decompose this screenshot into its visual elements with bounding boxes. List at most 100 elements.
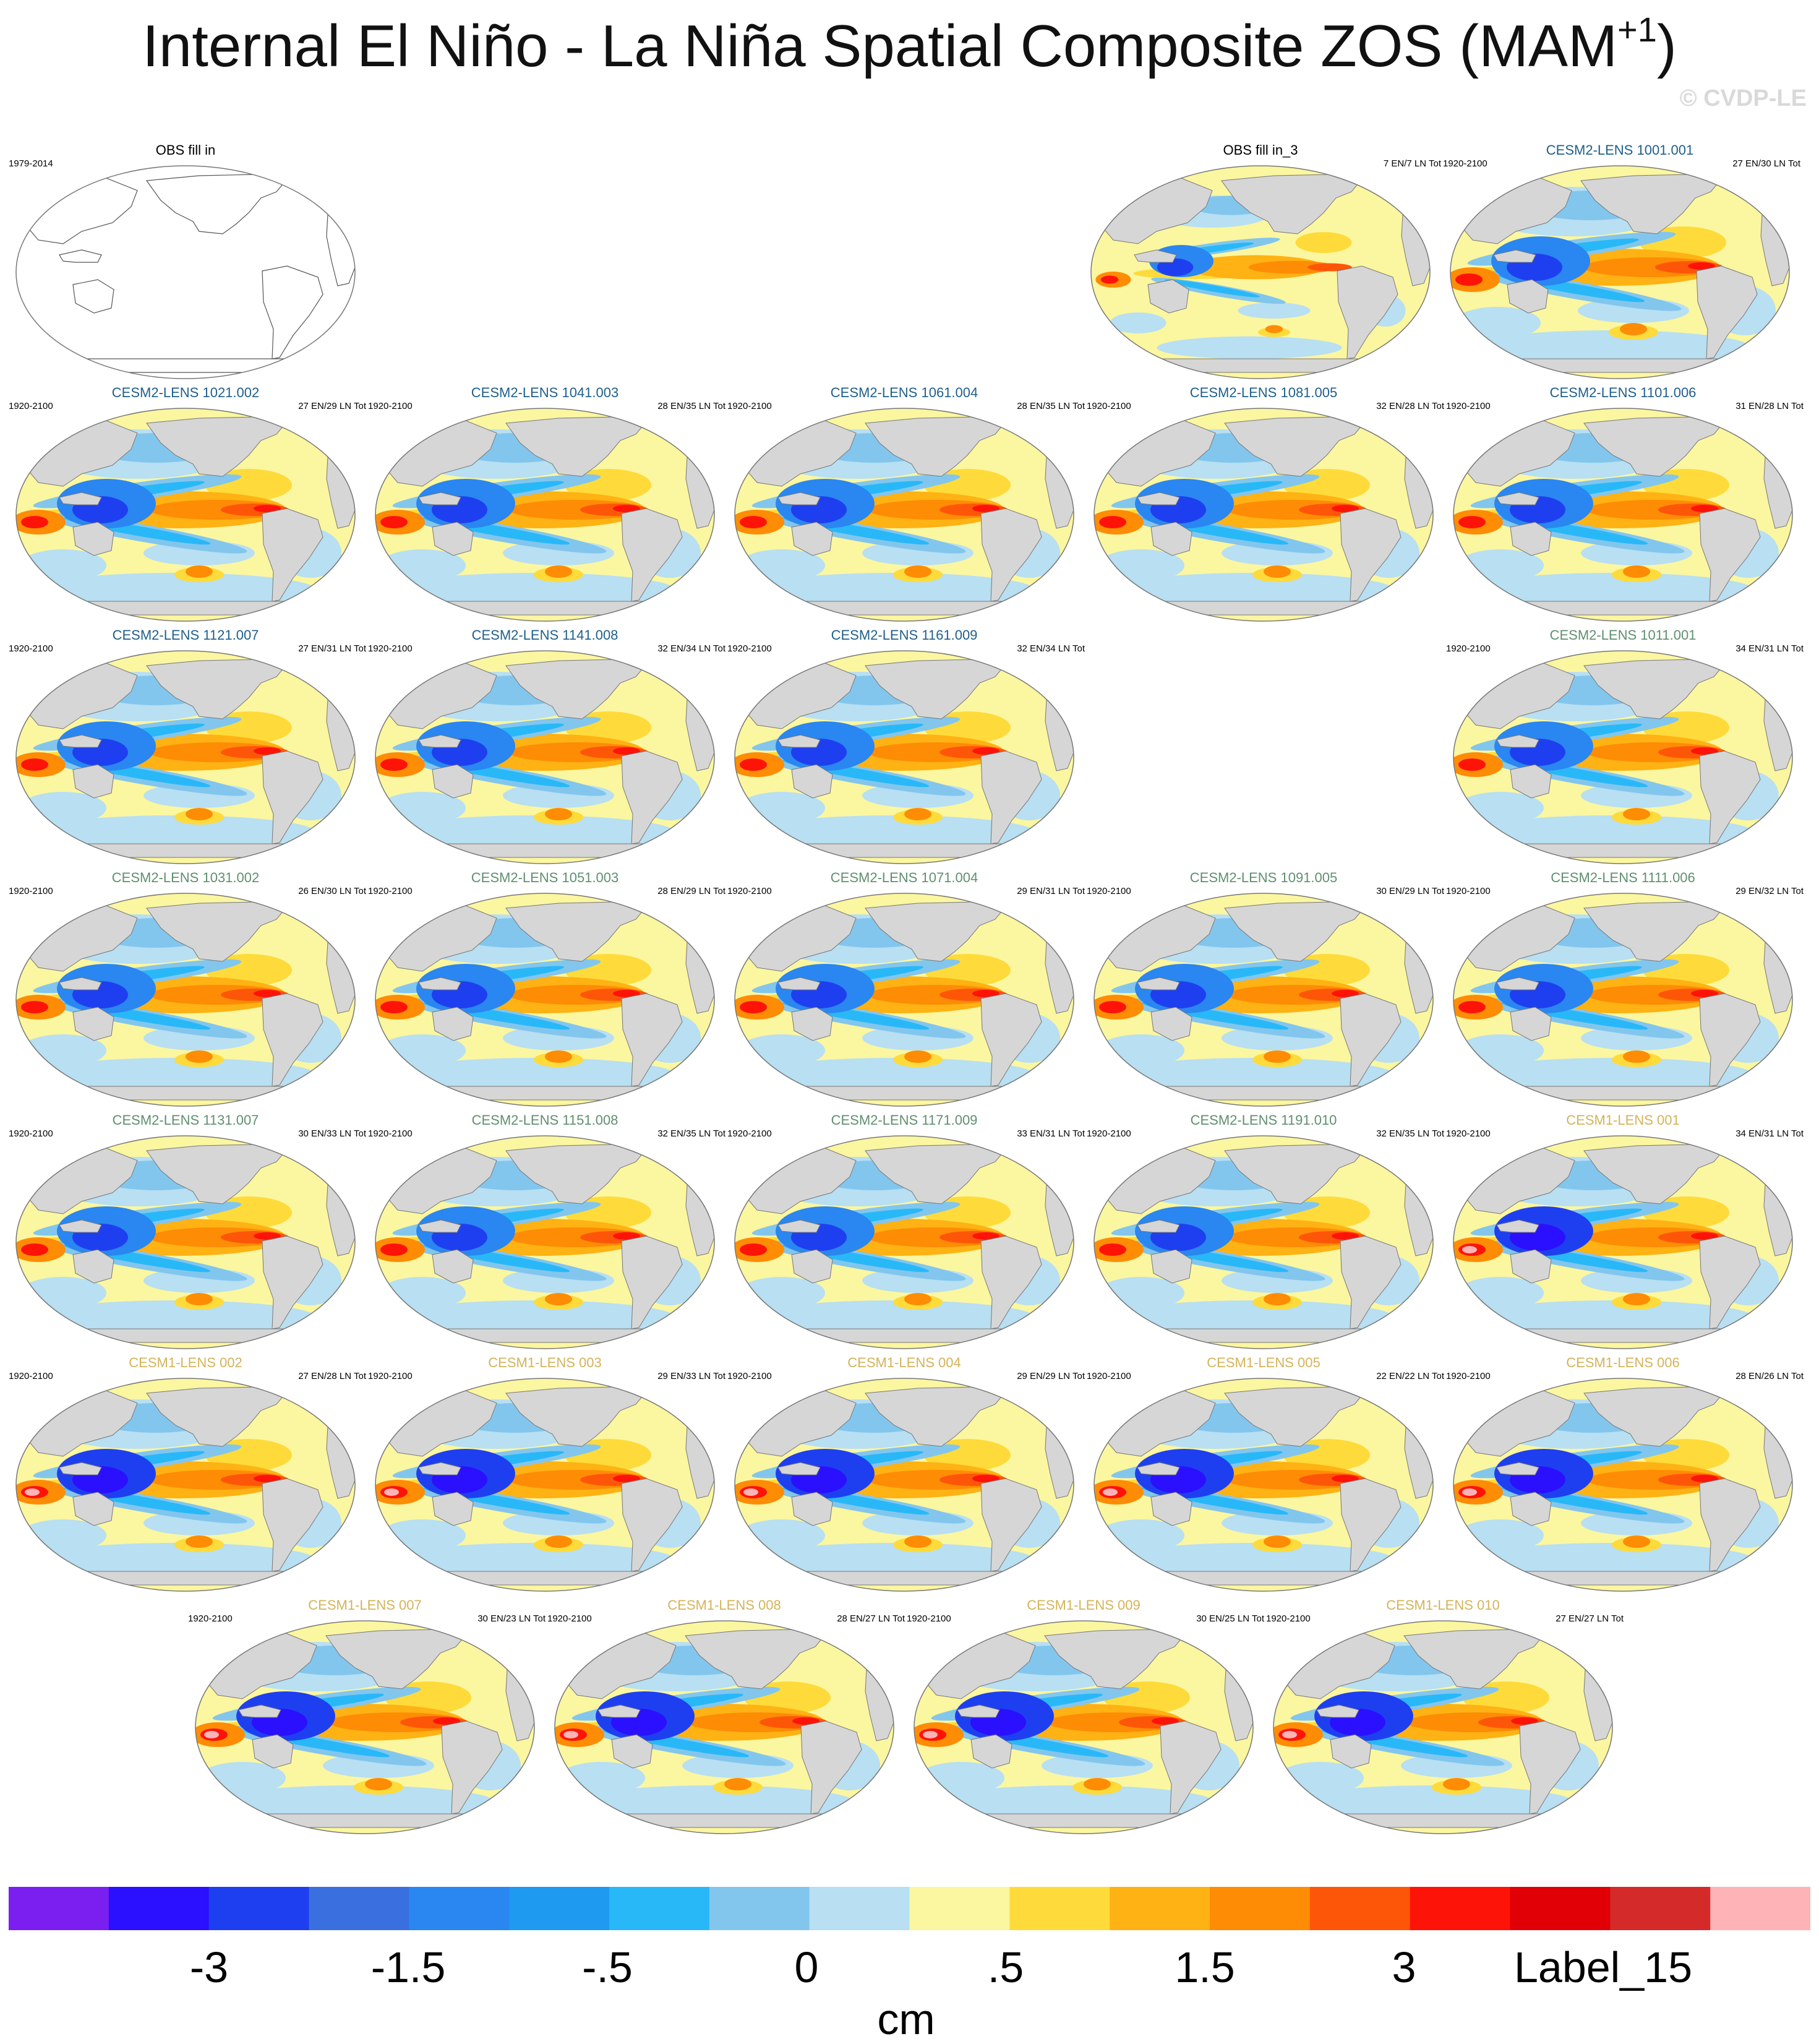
panel-title: CESM2-LENS 1011.001 [1549, 627, 1697, 643]
watermark: © CVDP-LE [1679, 85, 1807, 111]
panel-title: OBS fill in_3 [1223, 142, 1298, 158]
panel-period: 1920-2100 [1443, 158, 1487, 169]
panel-event-count: 32 EN/28 LN Tot [1376, 401, 1444, 411]
panel-event-count: 31 EN/28 LN Tot [1736, 401, 1804, 411]
panel-period: 1920-2100 [368, 401, 413, 411]
map-panel: CESM2-LENS 1071.004 1920-2100 29 EN/31 LN … [724, 870, 1085, 1114]
panel-event-count: 28 EN/26 LN Tot [1736, 1371, 1804, 1381]
panel-period: 1920-2100 [1087, 886, 1131, 896]
map-panel: CESM1-LENS 004 1920-2100 29 EN/29 LN Tot [724, 1355, 1085, 1599]
panel-period: 1920-2100 [1087, 1128, 1131, 1139]
colorbar-swatch [1009, 1887, 1110, 1930]
panel-event-count: 29 EN/32 LN Tot [1736, 886, 1804, 896]
map-plot [375, 893, 715, 1107]
panel-title: CESM2-LENS 1151.008 [471, 1112, 618, 1128]
map-panel: CESM1-LENS 003 1920-2100 29 EN/33 LN Tot [364, 1355, 725, 1599]
map-panel: CESM2-LENS 1081.005 1920-2100 32 EN/28 LN … [1083, 385, 1444, 629]
panel-event-count: 28 EN/35 LN Tot [657, 401, 725, 411]
panel-event-count: 32 EN/34 LN Tot [1017, 643, 1085, 654]
panel-title: CESM1-LENS 005 [1207, 1355, 1320, 1370]
panel-title: CESM2-LENS 1071.004 [830, 870, 978, 885]
panel-period: 1920-2100 [727, 401, 772, 411]
map-plot [734, 893, 1074, 1107]
colorbar-swatch [1710, 1887, 1810, 1930]
panel-event-count: 29 EN/33 LN Tot [657, 1371, 725, 1381]
map-plot [1094, 408, 1434, 622]
colorbar-swatch [909, 1887, 1010, 1930]
map-plot [734, 650, 1074, 864]
map-plot [734, 1378, 1074, 1592]
panel-period: 1920-2100 [1446, 1128, 1491, 1139]
colorbar-swatch [1510, 1887, 1611, 1930]
map-panel: CESM1-LENS 009 1920-2100 30 EN/25 LN Tot [903, 1597, 1264, 1842]
map-plot [375, 1378, 715, 1592]
map-plot [554, 1620, 894, 1834]
panel-title: CESM2-LENS 1001.001 [1546, 142, 1694, 158]
panel-title: CESM1-LENS 002 [129, 1355, 242, 1370]
panel-period: 1920-2100 [1446, 1371, 1491, 1381]
panel-event-count: 29 EN/31 LN Tot [1017, 886, 1085, 896]
map-plot [1453, 650, 1793, 864]
panel-period: 1920-2100 [727, 1128, 772, 1139]
panel-period: 1920-2100 [9, 1128, 53, 1139]
panel-title: CESM2-LENS 1061.004 [830, 385, 978, 400]
map-panel: CESM2-LENS 1161.009 1920-2100 32 EN/34 LN … [724, 627, 1085, 872]
colorbar-swatch [1110, 1887, 1210, 1930]
panel-title: CESM1-LENS 008 [667, 1597, 781, 1613]
panel-title: CESM1-LENS 003 [488, 1355, 602, 1370]
panel-title: CESM2-LENS 1131.007 [112, 1112, 259, 1128]
panel-title: CESM1-LENS 009 [1027, 1597, 1141, 1613]
map-plot [375, 408, 715, 622]
colorbar-tick-label: 1.5 [1175, 1943, 1235, 1991]
panel-period: 1920-2100 [368, 1128, 413, 1139]
map-panel: CESM2-LENS 1191.010 1920-2100 32 EN/35 LN … [1083, 1112, 1444, 1357]
panel-event-count: 32 EN/35 LN Tot [657, 1128, 725, 1139]
colorbar-tick-label: -.5 [582, 1943, 633, 1991]
map-panel: CESM2-LENS 1001.001 1920-2100 27 EN/30 LN … [1439, 142, 1800, 387]
map-plot [195, 1620, 535, 1834]
panel-title: CESM2-LENS 1121.007 [112, 627, 259, 643]
map-panel: CESM2-LENS 1151.008 1920-2100 32 EN/35 LN … [364, 1112, 725, 1357]
map-panel: CESM1-LENS 002 1920-2100 27 EN/28 LN Tot [5, 1355, 366, 1599]
map-plot [1273, 1620, 1613, 1834]
colorbar-units: cm [877, 1995, 935, 2043]
map-plot [1094, 1135, 1434, 1349]
panel-title: CESM2-LENS 1051.003 [471, 870, 619, 885]
colorbar-swatch [309, 1887, 409, 1930]
panel-title: CESM2-LENS 1041.003 [471, 385, 619, 400]
panel-title: CESM1-LENS 001 [1566, 1112, 1680, 1128]
panel-event-count: 27 EN/27 LN Tot [1556, 1613, 1624, 1624]
panel-event-count: 27 EN/31 LN Tot [298, 643, 366, 654]
panel-title: CESM2-LENS 1091.005 [1189, 870, 1338, 885]
map-panel: CESM2-LENS 1011.001 1920-2100 34 EN/31 LN … [1442, 627, 1804, 872]
panel-event-count: 34 EN/31 LN Tot [1736, 1128, 1804, 1139]
colorbar-swatch [1610, 1887, 1711, 1930]
map-plot [15, 1135, 356, 1349]
panel-period: 1920-2100 [9, 643, 53, 654]
colorbar-tick-label: -3 [189, 1943, 229, 1991]
panel-title: CESM2-LENS 1021.002 [111, 385, 260, 400]
map-plot [15, 893, 356, 1107]
panel-period: 1920-2100 [9, 1371, 53, 1381]
panel-event-count: 28 EN/35 LN Tot [1017, 401, 1085, 411]
panel-event-count: 28 EN/29 LN Tot [657, 886, 725, 896]
map-panel: CESM1-LENS 001 1920-2100 34 EN/31 LN Tot [1442, 1112, 1804, 1357]
panel-period: 1920-2100 [727, 643, 772, 654]
panel-title: CESM2-LENS 1191.010 [1190, 1112, 1337, 1128]
colorbar-tick-label: .5 [987, 1943, 1024, 1991]
colorbar-tick-label: 0 [794, 1943, 819, 1991]
colorbar-swatch [9, 1887, 109, 1930]
map-panel: CESM1-LENS 007 1920-2100 30 EN/23 LN Tot [184, 1597, 546, 1842]
panel-title: CESM1-LENS 004 [847, 1355, 961, 1370]
panel-event-count: 30 EN/29 LN Tot [1376, 886, 1444, 896]
map-plot [15, 1378, 356, 1592]
map-panel: CESM2-LENS 1121.007 1920-2100 27 EN/31 LN … [5, 627, 366, 872]
colorbar-swatch [509, 1887, 610, 1930]
panel-period: 1920-2100 [368, 886, 413, 896]
map-plot [1453, 408, 1793, 622]
panel-event-count: 33 EN/31 LN Tot [1017, 1128, 1085, 1139]
panel-event-count: 26 EN/30 LN Tot [298, 886, 366, 896]
panel-period: 1920-2100 [907, 1613, 951, 1624]
panel-period: 1920-2100 [188, 1613, 233, 1624]
map-panel: CESM2-LENS 1041.003 1920-2100 28 EN/35 LN … [364, 385, 725, 629]
